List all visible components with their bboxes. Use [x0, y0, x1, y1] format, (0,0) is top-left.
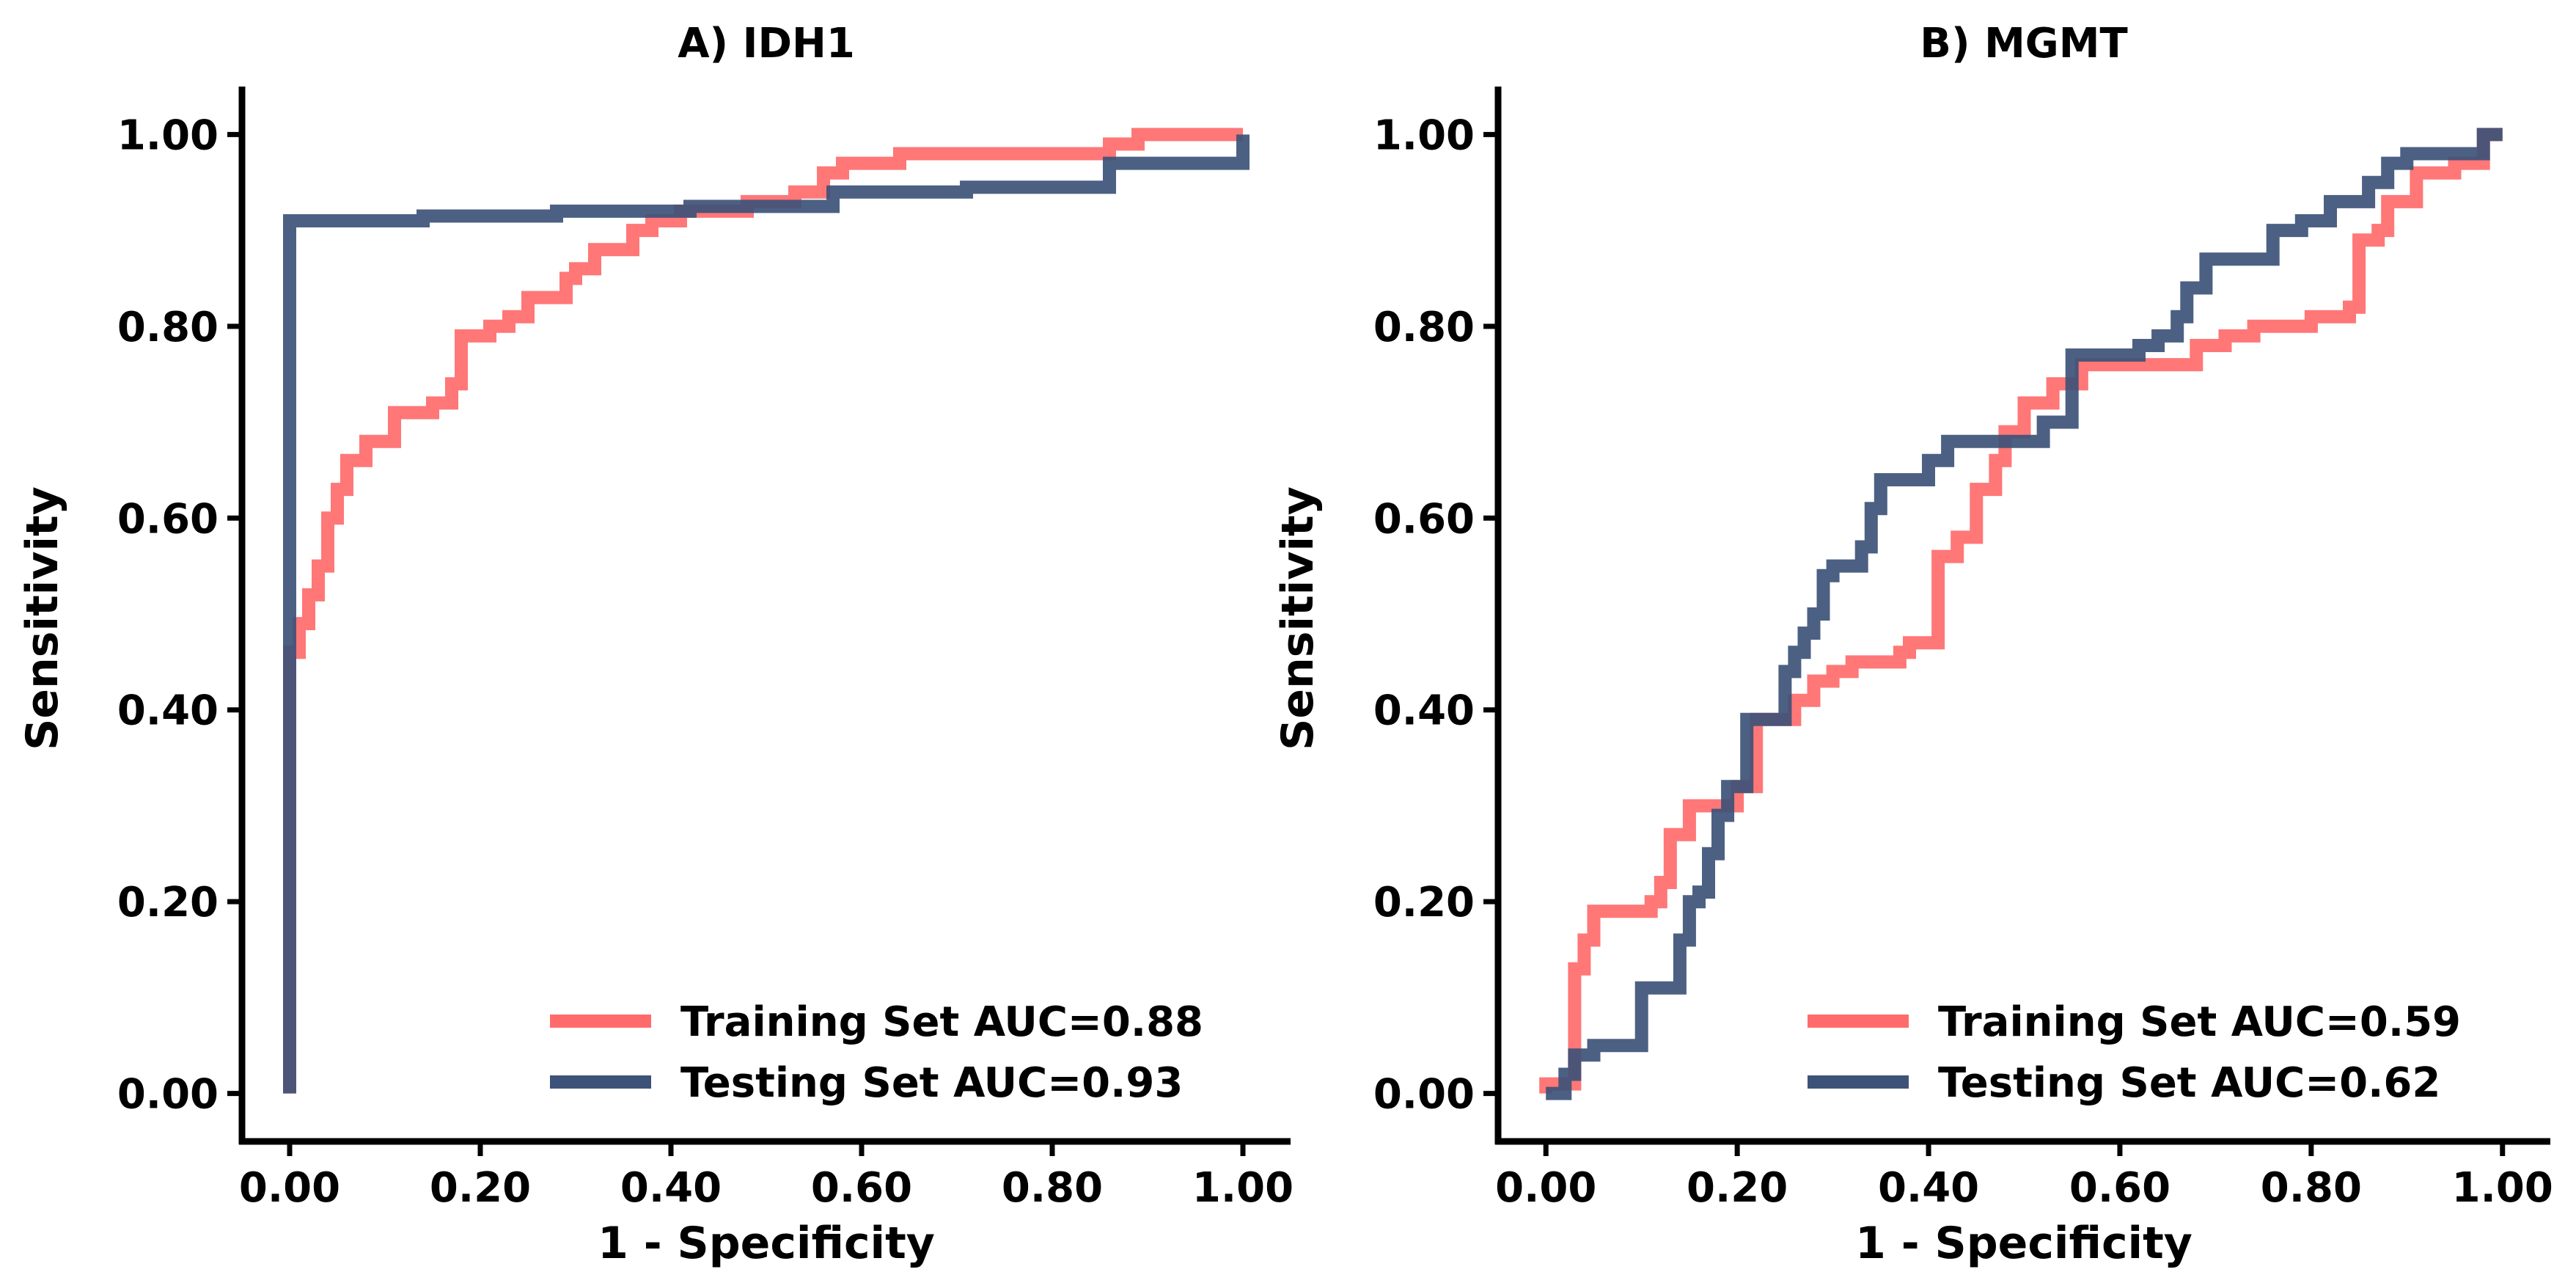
panel-a-x-tick-label: 0.40	[620, 1164, 722, 1212]
panel-b-x-tick-label: 0.60	[2069, 1164, 2170, 1212]
panel-a-x-tick-label: 0.60	[811, 1164, 912, 1212]
panel-a-x-tick-label: 1.00	[1192, 1164, 1293, 1212]
panel-a-x-tick-label: 0.00	[239, 1164, 340, 1212]
panel-a-y-tick-label: 1.00	[117, 112, 219, 159]
panel-a-legend-label-testing: Testing Set AUC=0.93	[680, 1059, 1183, 1107]
panel-b-legend: Training Set AUC=0.59 Testing Set AUC=0.6…	[1808, 998, 2461, 1107]
panel-b-legend-label-training: Training Set AUC=0.59	[1938, 998, 2461, 1046]
panel-b-axes	[1494, 87, 2550, 1145]
panel-b-y-tick-label: 0.20	[1373, 879, 1475, 926]
panel-a-y-tick-label: 0.20	[117, 879, 219, 926]
panel-a-curves	[283, 128, 1250, 1094]
panel-b-curves	[1539, 128, 2503, 1100]
panel-a-y-tick-label: 0.40	[117, 687, 219, 735]
panel-b-xlabel: 1 - Specificity	[1855, 1218, 2192, 1269]
panel-a-x-tick-label: 0.20	[430, 1164, 531, 1212]
panel-b-x-tick-label: 1.00	[2452, 1164, 2553, 1212]
panel-a-y-tick-label: 0.80	[117, 304, 219, 351]
panel-b-legend-label-testing: Testing Set AUC=0.62	[1938, 1059, 2440, 1107]
panel-a-axes	[238, 87, 1291, 1145]
panel-b-ticks: 0.00 0.20 0.40 0.60 0.80 1.00 0.00 0.20 0.40 0.60…	[1373, 112, 2553, 1212]
panel-b-ylabel: Sensitivity	[1272, 486, 1324, 750]
panel-a-x-tick-label: 0.80	[1002, 1164, 1103, 1212]
panel-b-curve-training	[1539, 128, 2503, 1094]
panel-b-y-tick-label: 0.60	[1373, 495, 1475, 543]
panel-b-x-tick-label: 0.20	[1687, 1164, 1788, 1212]
panel-b-x-tick-label: 0.40	[1878, 1164, 1979, 1212]
panel-a-y-tick-label: 0.60	[117, 495, 219, 543]
panel-a-curve-testing	[283, 134, 1250, 1094]
panel-a-xlabel: 1 - Specificity	[598, 1218, 935, 1269]
panel-b-y-tick-label: 0.40	[1373, 687, 1475, 735]
panel-a-ticks: 0.00 0.20 0.40 0.60 0.80 1.00 0.00 0.20 0.40 0.60…	[117, 112, 1293, 1212]
panel-a-ylabel: Sensitivity	[17, 486, 68, 750]
panel-a-idh1: A) IDH1 1 - Specificity Sensitivity 0.00…	[17, 20, 1293, 1269]
panel-a-legend-label-training: Training Set AUC=0.88	[680, 998, 1203, 1046]
panel-a-title: A) IDH1	[678, 20, 855, 67]
panel-b-curve-testing	[1546, 128, 2503, 1100]
panel-a-y-tick-label: 0.00	[117, 1071, 219, 1119]
panel-b-x-tick-label: 0.80	[2261, 1164, 2362, 1212]
panel-b-x-tick-label: 0.00	[1495, 1164, 1596, 1212]
panel-b-y-tick-label: 1.00	[1373, 112, 1475, 159]
panel-a-curve-training	[283, 128, 1243, 1094]
panel-b-y-tick-label: 0.80	[1373, 304, 1475, 351]
panel-a-legend: Training Set AUC=0.88 Testing Set AUC=0.9…	[550, 998, 1203, 1107]
panel-b-title: B) MGMT	[1920, 20, 2127, 67]
panel-b-y-tick-label: 0.00	[1373, 1071, 1475, 1119]
panel-b-mgmt: B) MGMT 1 - Specificity Sensitivity 0.00…	[1272, 20, 2553, 1269]
